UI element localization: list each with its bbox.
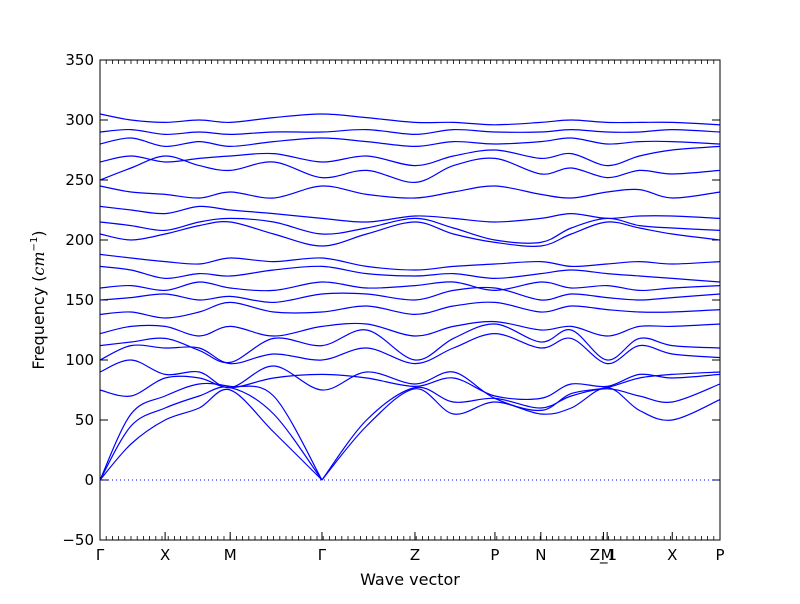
phonon-branch xyxy=(99,185,721,199)
x-tick-label: N xyxy=(535,546,546,564)
y-axis-label-exponent: −1 xyxy=(29,237,40,252)
x-tick-label: Z xyxy=(410,546,420,564)
x-tick-label: Γ xyxy=(96,546,105,564)
x-tick-label: P xyxy=(715,546,724,564)
y-tick-layer: −50 0 50 100 150 200 250 300 350 xyxy=(62,51,720,549)
phonon-branch xyxy=(99,359,721,412)
phonon-branch xyxy=(321,386,721,481)
y-tick-label: 250 xyxy=(65,171,94,189)
phonon-branch xyxy=(99,217,721,244)
phonon-branch xyxy=(99,382,323,481)
x-tick-layer: Γ X M Γ Z P N Z_1M X P xyxy=(96,60,725,565)
series-layer xyxy=(99,113,721,481)
y-tick-label: 300 xyxy=(65,111,94,129)
phonon-branch xyxy=(99,265,721,283)
phonon-branch xyxy=(99,286,721,304)
phonon-branch xyxy=(99,386,323,481)
phonon-branch xyxy=(99,281,721,292)
phonon-branch xyxy=(99,253,721,271)
phonon-branch xyxy=(99,373,721,401)
y-tick-label: 0 xyxy=(84,471,94,489)
y-tick-label: 150 xyxy=(65,291,94,309)
phonon-branch xyxy=(99,388,323,481)
plot-frame xyxy=(99,59,721,541)
phonon-branch xyxy=(99,205,721,223)
x-tick-label: M xyxy=(601,546,614,564)
phonon-branch xyxy=(99,323,721,364)
phonon-branch xyxy=(99,301,721,319)
x-tick-label: Z_1 xyxy=(590,546,617,565)
phonon-branch xyxy=(99,221,721,247)
y-axis-label-prefix: Frequency ( xyxy=(29,276,48,370)
x-axis-label: Wave vector xyxy=(360,570,460,589)
y-tick-label: 200 xyxy=(65,231,94,249)
x-tick-label: X xyxy=(160,546,170,564)
phonon-branch xyxy=(99,137,721,148)
y-tick-label: 100 xyxy=(65,351,94,369)
x-tick-label: M xyxy=(224,546,237,564)
phonon-branch xyxy=(99,145,721,167)
x-tick-label: Γ xyxy=(318,546,327,564)
x-tick-label: P xyxy=(490,546,499,564)
y-axis-label-unit: cm xyxy=(29,251,48,275)
phonon-branch xyxy=(99,128,721,136)
phonon-branch xyxy=(99,155,721,184)
x-tick-label: X xyxy=(667,546,677,564)
y-tick-label: −50 xyxy=(62,531,94,549)
y-tick-label: 350 xyxy=(65,51,94,69)
y-axis-label: Frequency (cm−1) xyxy=(29,230,48,369)
phonon-branch xyxy=(99,113,721,126)
phonon-branch xyxy=(99,320,721,337)
y-axis-label-suffix: ) xyxy=(29,230,48,236)
y-tick-label: 50 xyxy=(75,411,94,429)
phonon-branch xyxy=(321,383,721,481)
